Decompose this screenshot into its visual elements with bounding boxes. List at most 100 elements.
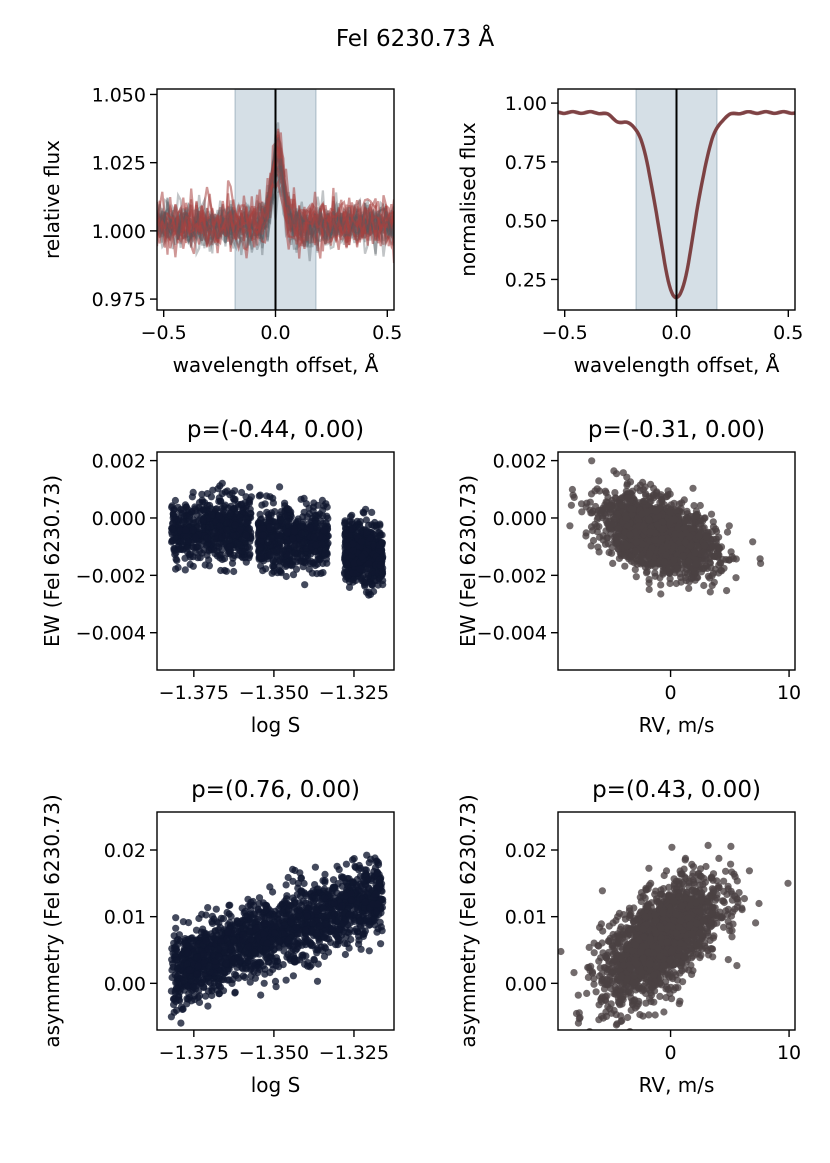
axes-frame — [156, 88, 395, 311]
data-point — [588, 457, 596, 465]
data-point — [577, 500, 586, 508]
data-point — [176, 545, 185, 553]
data-point — [277, 516, 285, 525]
data-point — [615, 554, 624, 563]
data-point — [732, 574, 740, 582]
data-point — [682, 565, 690, 573]
data-point — [230, 504, 238, 512]
data-point — [671, 530, 680, 538]
x-tick-label: 0.0 — [661, 322, 691, 344]
data-point — [640, 497, 648, 505]
data-point — [305, 504, 313, 512]
data-point — [645, 575, 653, 584]
panel-title: p=(-0.31, 0.00) — [588, 417, 765, 443]
data-point — [587, 542, 595, 550]
y-tick-label: 1.050 — [92, 84, 146, 106]
x-tick-label: 0.5 — [372, 322, 402, 344]
data-point — [377, 940, 385, 948]
data-point — [627, 505, 636, 513]
data-point — [687, 542, 695, 550]
data-point — [623, 481, 631, 489]
data-point — [203, 534, 211, 542]
data-point — [291, 549, 299, 558]
axes-frame — [557, 451, 796, 671]
data-point — [301, 960, 309, 968]
data-point — [710, 553, 718, 561]
data-point — [350, 917, 358, 926]
data-point — [189, 562, 197, 570]
x-axis-label: wavelength offset, Å — [173, 353, 379, 377]
data-point — [168, 525, 177, 534]
data-point — [709, 518, 717, 526]
y-tick-label: 0.002 — [493, 451, 547, 473]
data-point — [343, 560, 351, 568]
data-point — [687, 574, 696, 582]
y-tick-label: 0.000 — [92, 508, 146, 530]
data-point — [362, 516, 370, 524]
data-point — [260, 979, 268, 987]
data-point — [199, 515, 207, 524]
data-point — [266, 493, 274, 501]
data-point — [588, 509, 596, 517]
data-point — [649, 560, 658, 568]
data-point — [700, 564, 708, 573]
data-point — [172, 565, 180, 573]
data-point — [281, 499, 289, 507]
data-point — [623, 473, 631, 481]
data-point — [276, 483, 284, 491]
data-point — [357, 538, 365, 546]
x-tick-label: −0.5 — [141, 322, 187, 344]
data-point — [658, 535, 666, 543]
data-point — [301, 581, 309, 589]
data-point — [610, 467, 618, 475]
data-point — [247, 509, 255, 517]
data-point — [225, 536, 233, 544]
data-point — [366, 590, 375, 599]
data-point — [628, 487, 637, 495]
data-point — [700, 581, 708, 590]
data-point — [249, 897, 257, 906]
data-point — [691, 549, 699, 557]
data-point — [321, 550, 329, 558]
x-tick-label: 0.5 — [773, 322, 803, 344]
data-point — [658, 525, 666, 533]
data-point — [723, 587, 731, 595]
data-point — [320, 943, 328, 951]
data-point — [182, 503, 190, 511]
data-point — [177, 1003, 186, 1011]
data-point — [289, 972, 297, 980]
x-tick-label: −1.350 — [239, 682, 309, 704]
data-point — [257, 552, 265, 561]
y-tick-label: 1.025 — [92, 153, 146, 175]
data-point — [363, 528, 371, 536]
data-point — [245, 551, 254, 560]
data-point — [238, 500, 246, 508]
data-point — [622, 514, 630, 522]
y-tick-label: 1.000 — [92, 221, 146, 243]
panels: −0.5 0.0 0.50.9751.0001.0251.050wavelength… — [40, 84, 803, 1097]
data-point — [318, 540, 326, 549]
panel-title: p=(-0.44, 0.00) — [187, 417, 364, 443]
data-point — [172, 924, 180, 932]
data-point — [626, 531, 634, 539]
data-point — [646, 528, 654, 536]
data-point — [710, 578, 718, 586]
data-point — [368, 508, 376, 516]
y-axis-label: normalised flux — [456, 122, 480, 277]
data-point — [341, 519, 349, 527]
data-point — [216, 497, 224, 505]
data-point — [210, 539, 218, 547]
data-point — [320, 952, 329, 961]
data-point — [343, 542, 351, 550]
data-point — [685, 557, 693, 566]
data-point — [254, 905, 262, 913]
y-axis-label: EW (FeI 6230.73) — [456, 475, 480, 647]
data-point — [632, 547, 640, 556]
x-tick-label: −0.5 — [542, 322, 588, 344]
data-point — [681, 516, 689, 525]
data-point — [608, 496, 616, 505]
data-point — [376, 918, 384, 927]
data-point — [275, 557, 284, 565]
data-point — [182, 526, 190, 535]
data-point — [567, 501, 576, 509]
